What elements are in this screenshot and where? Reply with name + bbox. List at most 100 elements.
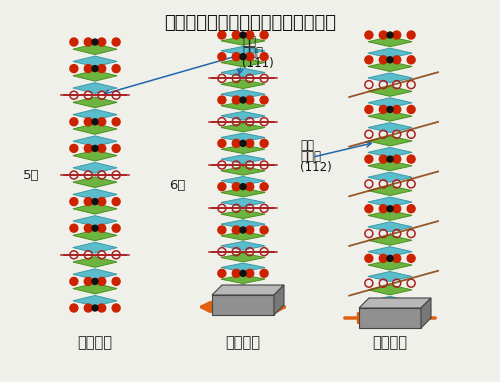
- Text: 6倍: 6倍: [168, 178, 185, 191]
- Circle shape: [84, 38, 92, 46]
- Circle shape: [112, 304, 120, 312]
- Circle shape: [387, 206, 393, 212]
- Polygon shape: [212, 295, 274, 315]
- Circle shape: [407, 31, 415, 39]
- Circle shape: [218, 139, 226, 147]
- Circle shape: [392, 205, 400, 213]
- Polygon shape: [368, 123, 412, 133]
- Circle shape: [260, 183, 268, 191]
- Ellipse shape: [362, 312, 418, 324]
- Polygon shape: [368, 210, 412, 220]
- Circle shape: [112, 118, 120, 126]
- Circle shape: [240, 140, 246, 146]
- Text: 原子: 原子: [300, 139, 314, 152]
- Polygon shape: [221, 58, 265, 67]
- Circle shape: [232, 31, 240, 39]
- Circle shape: [365, 105, 373, 113]
- Circle shape: [246, 96, 254, 104]
- Circle shape: [232, 139, 240, 147]
- Circle shape: [387, 305, 393, 311]
- Polygon shape: [221, 210, 265, 219]
- Circle shape: [380, 304, 388, 312]
- Polygon shape: [73, 230, 117, 241]
- Circle shape: [70, 277, 78, 285]
- Polygon shape: [359, 298, 431, 308]
- Polygon shape: [359, 308, 421, 328]
- Circle shape: [246, 226, 254, 234]
- Circle shape: [70, 38, 78, 46]
- Polygon shape: [221, 102, 265, 110]
- Polygon shape: [73, 44, 117, 55]
- Circle shape: [84, 197, 92, 206]
- Polygon shape: [73, 124, 117, 134]
- Circle shape: [240, 53, 246, 60]
- Circle shape: [84, 224, 92, 232]
- Polygon shape: [368, 235, 412, 245]
- Text: (111): (111): [242, 57, 274, 70]
- Circle shape: [392, 304, 400, 312]
- Polygon shape: [368, 285, 412, 295]
- Text: 応力によって原子空孔の配列を制御: 応力によって原子空孔の配列を制御: [164, 14, 336, 32]
- Circle shape: [387, 32, 393, 38]
- Circle shape: [70, 304, 78, 312]
- Polygon shape: [368, 172, 412, 182]
- Circle shape: [112, 277, 120, 285]
- Circle shape: [365, 31, 373, 39]
- Polygon shape: [368, 48, 412, 58]
- Polygon shape: [73, 296, 117, 306]
- Circle shape: [246, 53, 254, 61]
- Circle shape: [260, 31, 268, 39]
- Circle shape: [112, 65, 120, 73]
- Circle shape: [218, 31, 226, 39]
- Polygon shape: [221, 253, 265, 262]
- Circle shape: [112, 38, 120, 46]
- Circle shape: [240, 32, 246, 38]
- Polygon shape: [368, 147, 412, 157]
- Polygon shape: [73, 257, 117, 267]
- Polygon shape: [221, 90, 265, 99]
- Circle shape: [98, 65, 106, 73]
- Polygon shape: [368, 62, 412, 71]
- Circle shape: [380, 56, 388, 64]
- Polygon shape: [221, 37, 265, 45]
- Circle shape: [246, 31, 254, 39]
- Circle shape: [92, 146, 98, 151]
- Circle shape: [260, 139, 268, 147]
- Polygon shape: [368, 247, 412, 257]
- Circle shape: [392, 155, 400, 163]
- Circle shape: [365, 56, 373, 64]
- Polygon shape: [274, 285, 284, 315]
- Circle shape: [407, 155, 415, 163]
- Polygon shape: [73, 216, 117, 227]
- Circle shape: [218, 269, 226, 277]
- Circle shape: [70, 144, 78, 152]
- Circle shape: [407, 254, 415, 262]
- Circle shape: [92, 39, 98, 45]
- Polygon shape: [73, 189, 117, 200]
- Polygon shape: [221, 123, 265, 132]
- Circle shape: [407, 105, 415, 113]
- Circle shape: [92, 278, 98, 285]
- Polygon shape: [221, 145, 265, 154]
- Polygon shape: [221, 68, 265, 77]
- Circle shape: [112, 197, 120, 206]
- Circle shape: [70, 224, 78, 232]
- Polygon shape: [73, 204, 117, 214]
- Polygon shape: [73, 56, 117, 67]
- Polygon shape: [368, 197, 412, 207]
- Circle shape: [260, 226, 268, 234]
- Circle shape: [98, 38, 106, 46]
- Circle shape: [92, 225, 98, 231]
- Circle shape: [365, 254, 373, 262]
- Circle shape: [84, 118, 92, 126]
- Polygon shape: [368, 186, 412, 196]
- Polygon shape: [221, 155, 265, 163]
- Polygon shape: [221, 231, 265, 240]
- Circle shape: [246, 139, 254, 147]
- Text: (112): (112): [300, 161, 332, 174]
- Circle shape: [84, 304, 92, 312]
- Circle shape: [392, 254, 400, 262]
- Circle shape: [98, 224, 106, 232]
- Circle shape: [92, 119, 98, 125]
- Circle shape: [232, 269, 240, 277]
